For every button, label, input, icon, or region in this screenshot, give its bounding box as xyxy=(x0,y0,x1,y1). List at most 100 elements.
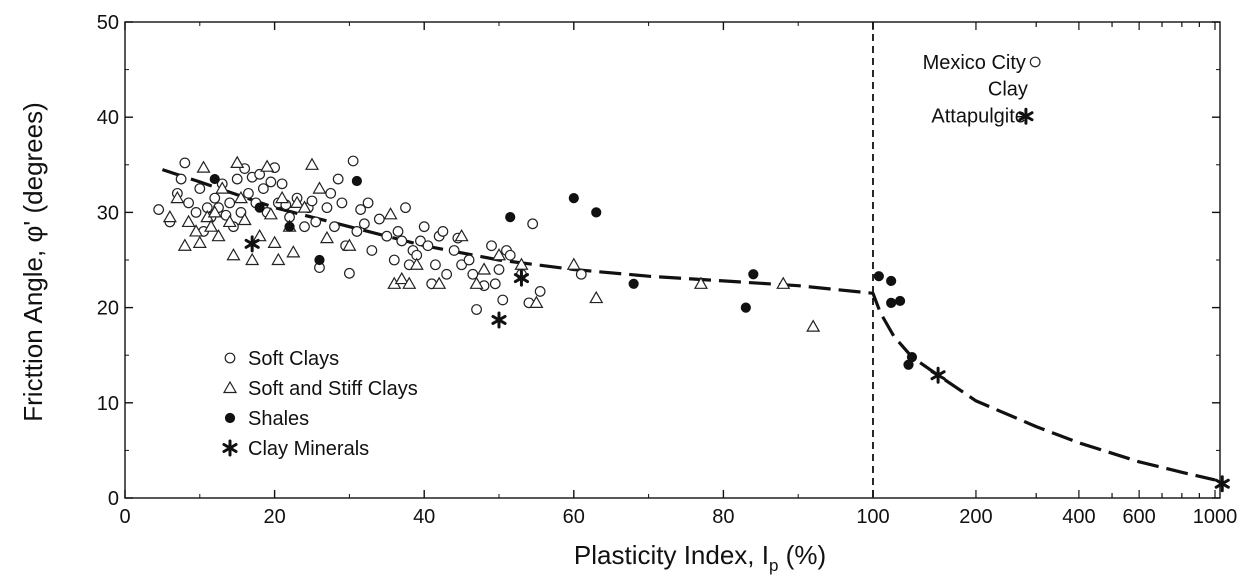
data-point xyxy=(894,295,906,307)
y-tick-label: 30 xyxy=(97,202,119,224)
x-tick-label: 1000 xyxy=(1193,506,1238,528)
data-point xyxy=(325,187,337,199)
data-point xyxy=(230,155,245,168)
data-point xyxy=(400,202,411,214)
data-point xyxy=(260,159,275,172)
data-point xyxy=(304,157,320,170)
x-tick-label: 0 xyxy=(119,506,130,528)
data-point xyxy=(514,257,529,270)
data-point xyxy=(463,254,475,266)
x-tick-label: 400 xyxy=(1062,506,1095,528)
data-point xyxy=(170,190,185,204)
data-point xyxy=(355,204,367,215)
y-axis-title: Fricttion Angle, φ' (degrees) xyxy=(18,102,48,422)
data-point xyxy=(342,238,357,251)
series-clay-minerals xyxy=(244,235,1230,493)
y-tick-label: 10 xyxy=(97,393,119,415)
data-point xyxy=(263,207,278,220)
data-point xyxy=(192,235,207,248)
data-point xyxy=(396,235,408,247)
data-point xyxy=(806,319,821,332)
legend-marker xyxy=(222,439,238,457)
data-point xyxy=(254,202,265,213)
data-point xyxy=(233,190,248,204)
x-tick-label: 600 xyxy=(1122,506,1155,528)
annotation-marker xyxy=(1018,107,1034,125)
data-point xyxy=(244,235,260,253)
data-point xyxy=(224,197,236,209)
series-soft-clays xyxy=(153,155,587,315)
data-point xyxy=(886,275,897,287)
data-point xyxy=(628,278,639,289)
data-point xyxy=(422,240,434,252)
data-point xyxy=(486,240,497,252)
data-point xyxy=(373,213,385,225)
data-point xyxy=(252,228,267,242)
data-point xyxy=(297,200,312,213)
data-point xyxy=(497,294,509,306)
trend-line xyxy=(161,168,1216,482)
x-tick-label: 200 xyxy=(959,506,992,528)
data-point xyxy=(409,257,424,270)
x-tick-label: 80 xyxy=(712,506,734,528)
x-axis-title: Plasticity Index, Ip (%) xyxy=(574,540,826,575)
x-tick-label: 20 xyxy=(263,506,285,528)
data-point xyxy=(332,173,344,185)
data-point xyxy=(153,204,165,215)
data-point xyxy=(489,278,501,290)
data-point xyxy=(1214,475,1230,493)
data-point xyxy=(513,269,530,287)
data-point xyxy=(930,366,946,384)
data-point xyxy=(454,228,469,242)
data-point xyxy=(314,254,325,266)
data-point xyxy=(336,197,348,209)
data-point xyxy=(906,352,918,363)
x-tick-label: 40 xyxy=(413,506,435,528)
data-point xyxy=(276,178,288,190)
data-point xyxy=(776,276,791,289)
legend-marker xyxy=(224,352,236,364)
data-point xyxy=(437,226,449,237)
data-point xyxy=(491,311,507,329)
data-point xyxy=(441,268,453,280)
legend-marker xyxy=(224,412,236,424)
data-point xyxy=(575,268,587,280)
data-point xyxy=(275,190,290,204)
x-tick-label: 100 xyxy=(856,506,889,528)
legend-label: Soft Clays xyxy=(248,348,339,370)
data-point xyxy=(432,276,447,289)
data-point xyxy=(299,221,310,233)
data-point xyxy=(189,224,204,237)
data-point xyxy=(190,206,202,218)
data-point xyxy=(415,235,426,247)
legend-label: Soft and Stiff Clays xyxy=(248,378,418,400)
annotation-marker xyxy=(1029,56,1041,68)
data-point xyxy=(286,245,301,258)
data-point xyxy=(392,226,404,237)
data-point xyxy=(527,218,539,230)
y-tick-label: 50 xyxy=(97,12,119,34)
x-tick-label: 60 xyxy=(563,506,585,528)
data-point xyxy=(194,183,206,195)
data-point xyxy=(257,183,269,195)
legend-label: Shales xyxy=(248,408,309,430)
data-point xyxy=(568,193,579,204)
data-point xyxy=(351,226,363,237)
data-point xyxy=(388,254,400,266)
data-point xyxy=(456,259,468,271)
annotation-text: Mexico City xyxy=(923,52,1026,74)
data-point xyxy=(471,304,482,315)
trend-line-group xyxy=(161,168,1216,482)
data-point xyxy=(245,252,260,266)
data-point xyxy=(267,235,282,248)
data-point xyxy=(493,264,505,275)
data-point xyxy=(290,195,305,208)
data-point xyxy=(394,271,409,285)
data-point xyxy=(231,173,243,185)
annotation-text: Attapulgite xyxy=(931,105,1026,127)
data-point xyxy=(329,221,340,233)
data-point xyxy=(177,238,192,251)
data-point xyxy=(477,262,492,275)
data-point xyxy=(310,216,322,228)
